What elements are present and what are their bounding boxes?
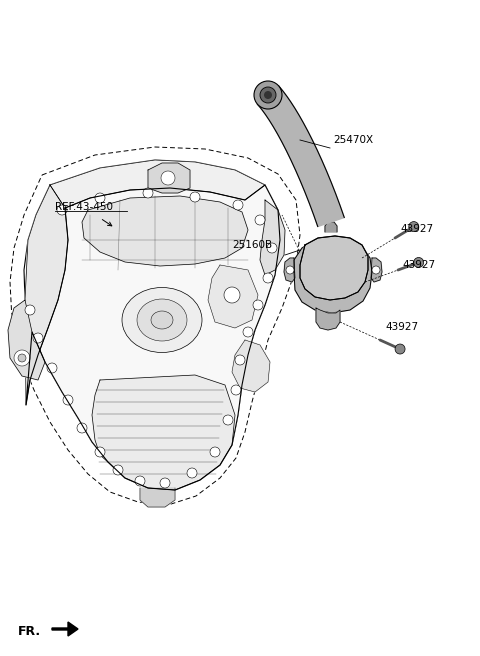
Polygon shape: [148, 163, 190, 193]
Polygon shape: [25, 185, 68, 405]
Ellipse shape: [137, 299, 187, 341]
Circle shape: [25, 305, 35, 315]
Circle shape: [243, 327, 253, 337]
Polygon shape: [208, 265, 258, 328]
Circle shape: [263, 273, 273, 283]
Text: 25470X: 25470X: [333, 135, 373, 145]
Circle shape: [372, 266, 380, 274]
Polygon shape: [257, 86, 344, 226]
Circle shape: [33, 333, 43, 343]
Circle shape: [235, 355, 245, 365]
Circle shape: [224, 287, 240, 303]
Circle shape: [160, 478, 170, 488]
Circle shape: [233, 200, 243, 210]
Circle shape: [254, 81, 282, 109]
Circle shape: [63, 395, 73, 405]
Circle shape: [113, 465, 123, 475]
Ellipse shape: [151, 311, 173, 329]
Circle shape: [190, 192, 200, 202]
Text: 25160B: 25160B: [232, 240, 272, 250]
Text: 43927: 43927: [385, 322, 418, 332]
Circle shape: [143, 188, 153, 198]
Circle shape: [47, 363, 57, 373]
Polygon shape: [371, 258, 382, 282]
Circle shape: [260, 87, 276, 103]
Polygon shape: [284, 258, 295, 282]
Polygon shape: [24, 160, 280, 490]
Circle shape: [14, 350, 30, 366]
Polygon shape: [92, 375, 235, 490]
Text: 43927: 43927: [400, 224, 433, 234]
Polygon shape: [260, 200, 285, 275]
Circle shape: [95, 193, 105, 203]
Circle shape: [95, 447, 105, 457]
Circle shape: [187, 468, 197, 478]
Circle shape: [267, 243, 277, 253]
Polygon shape: [316, 308, 340, 330]
Text: REF.43-450: REF.43-450: [55, 202, 113, 212]
Circle shape: [57, 205, 67, 215]
Polygon shape: [232, 340, 270, 392]
Circle shape: [223, 415, 233, 425]
Circle shape: [18, 354, 26, 362]
Circle shape: [77, 423, 87, 433]
Polygon shape: [294, 238, 372, 313]
Polygon shape: [300, 236, 368, 300]
Circle shape: [414, 258, 424, 268]
Text: FR.: FR.: [18, 625, 41, 638]
Circle shape: [395, 344, 405, 354]
Polygon shape: [25, 185, 280, 490]
Circle shape: [161, 171, 175, 185]
Polygon shape: [325, 222, 337, 232]
Circle shape: [135, 476, 145, 486]
Polygon shape: [300, 236, 368, 300]
Polygon shape: [50, 160, 265, 208]
Circle shape: [255, 215, 265, 225]
Ellipse shape: [122, 287, 202, 352]
Circle shape: [231, 385, 241, 395]
Polygon shape: [8, 300, 45, 380]
Circle shape: [210, 447, 220, 457]
Circle shape: [264, 91, 272, 99]
Circle shape: [286, 266, 294, 274]
Circle shape: [253, 300, 263, 310]
Polygon shape: [52, 622, 78, 636]
Text: 43927: 43927: [402, 260, 435, 270]
Circle shape: [409, 222, 419, 232]
Polygon shape: [140, 488, 175, 507]
Polygon shape: [82, 196, 248, 266]
